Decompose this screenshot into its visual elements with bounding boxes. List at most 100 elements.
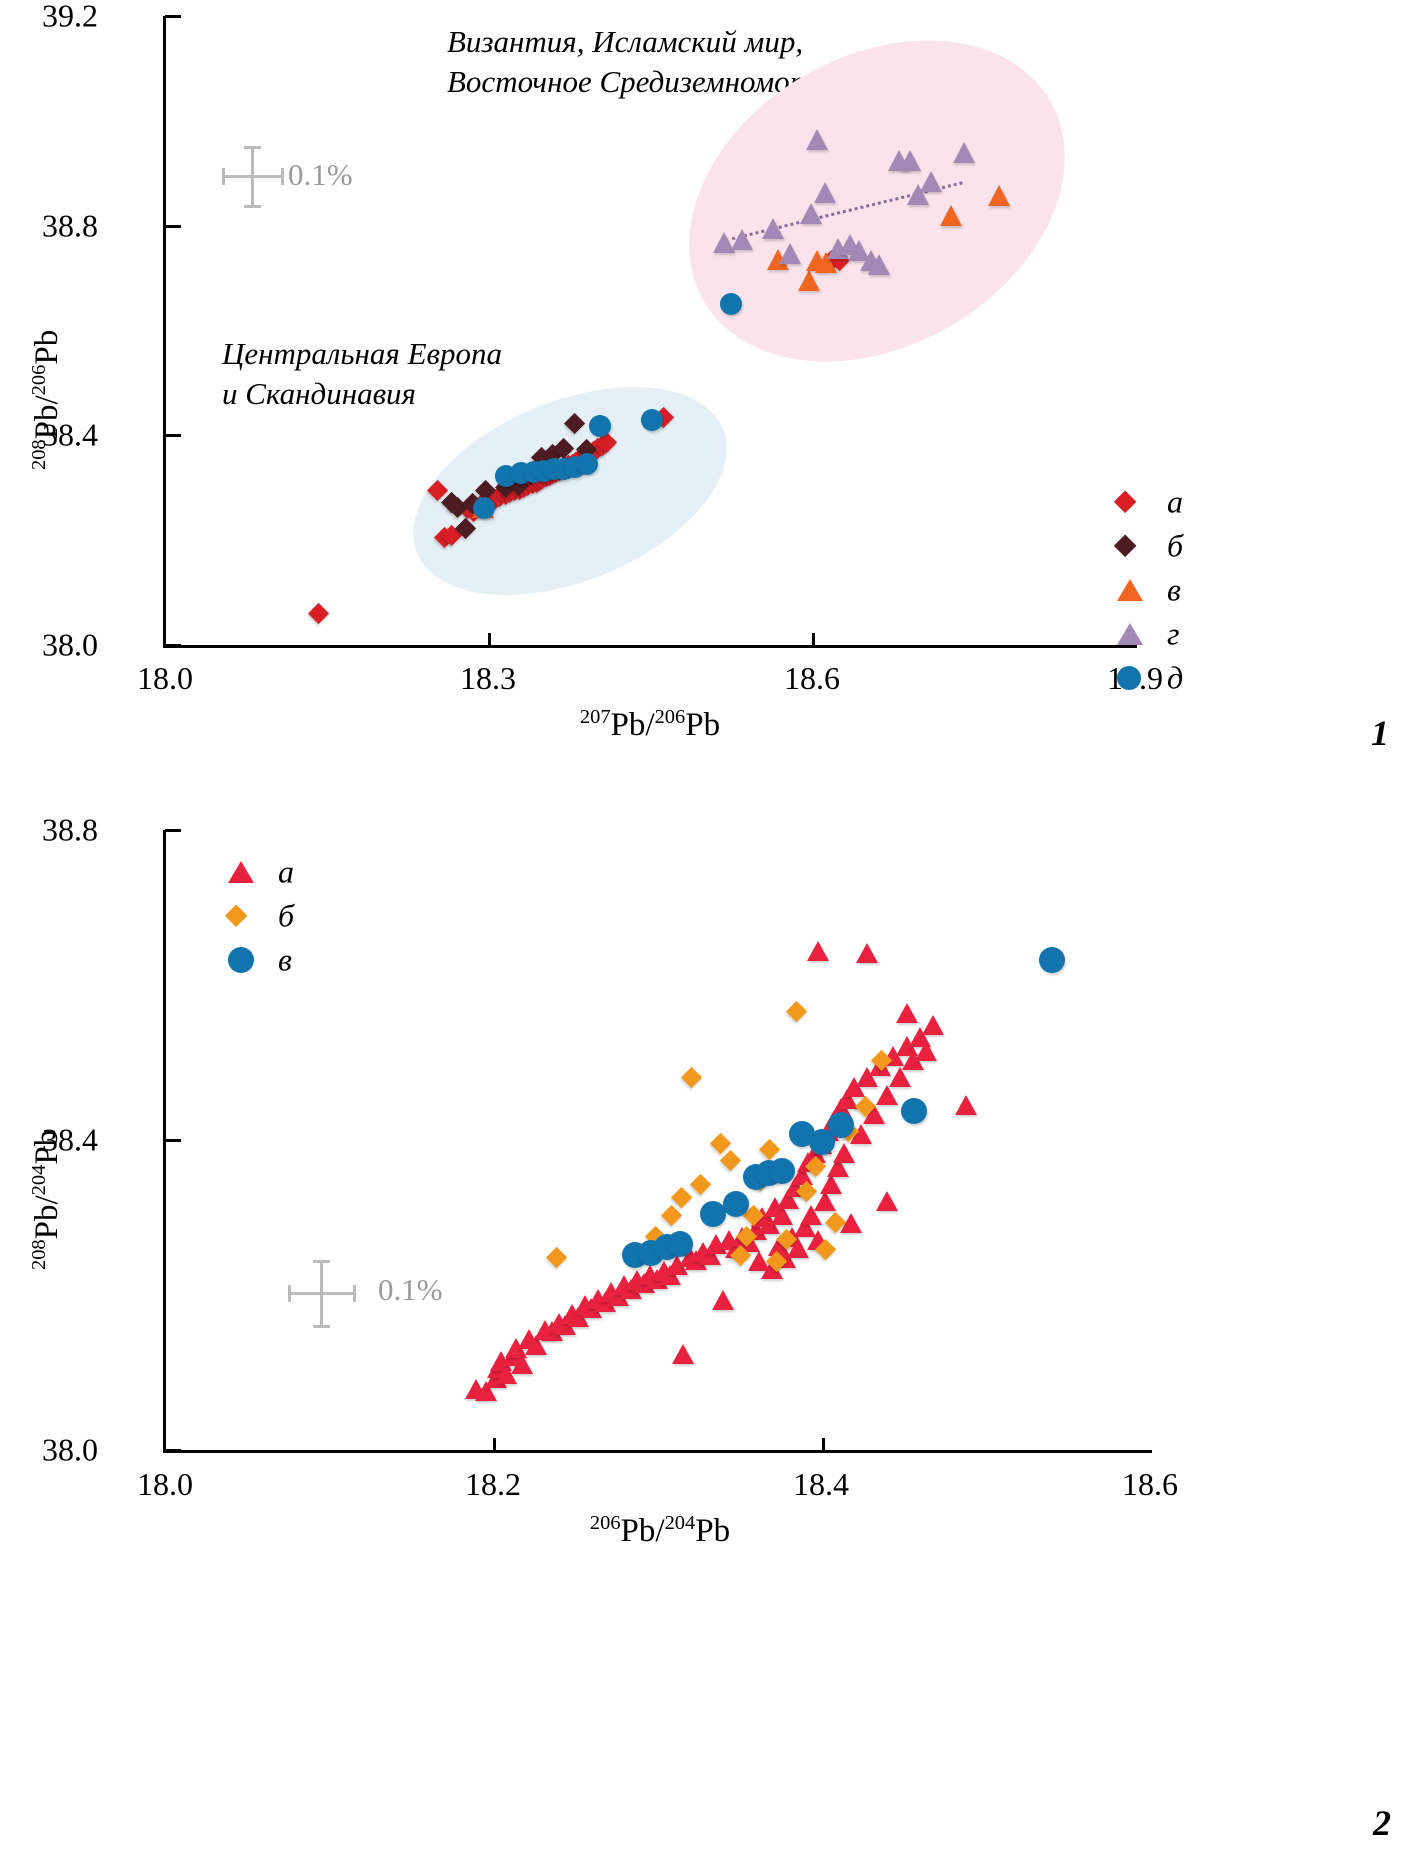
data-point-circle (723, 1190, 750, 1217)
legend-diamond-icon (1113, 534, 1137, 558)
legend-triangle-icon (1117, 579, 1143, 601)
error-cross-2 (288, 1260, 356, 1328)
legend-1-item-а[interactable]: а (1113, 480, 1257, 524)
data-point-triangle (813, 1191, 836, 1211)
legend-label: а (1167, 483, 1183, 520)
x-tick-label-2-0: 18.0 (137, 1466, 193, 1502)
data-point-triangle (820, 1173, 843, 1194)
data-point-triangle (779, 242, 802, 264)
y-tick (165, 644, 181, 647)
data-point-triangle (875, 1084, 898, 1105)
legend-1-item-д[interactable]: д (1117, 656, 1257, 700)
legend-label: в (278, 941, 292, 978)
data-point-diamond (308, 603, 330, 625)
data-point-triangle (672, 1344, 695, 1365)
legend-label: б (1167, 527, 1184, 564)
central-europe-label-line1: Центральная Европа (222, 336, 502, 371)
data-point-triangle (833, 1142, 856, 1163)
x-tick (493, 1438, 497, 1452)
legend-diamond-icon (1113, 490, 1137, 514)
legend-1-item-г[interactable]: г (1117, 612, 1257, 656)
panel-1: Византия, Исламский мир, Восточное Среди… (0, 0, 1416, 790)
data-point-triangle (806, 941, 829, 962)
x-tick (821, 1438, 825, 1452)
y-tick (165, 434, 181, 438)
central-europe-label-line2: и Скандинавия (222, 376, 416, 412)
data-point-circle (473, 496, 496, 519)
data-point-circle (719, 293, 742, 316)
y-tick-label-2-2: 38.8 (42, 811, 98, 848)
data-point-triangle (939, 204, 962, 226)
legend-label: д (1167, 659, 1184, 696)
data-point-triangle (770, 1204, 793, 1225)
y-axis-title-1: 208Pb/206Pb (28, 329, 65, 470)
legend-label: а (278, 853, 294, 890)
error-label-2: 0.1% (378, 1272, 443, 1307)
data-point-triangle (797, 270, 820, 292)
data-point-diamond (660, 1204, 683, 1226)
legend-1-item-в[interactable]: в (1117, 568, 1257, 612)
data-point-diamond (785, 1001, 808, 1023)
legend-2-item-в[interactable]: в (228, 938, 368, 982)
data-point-circle (700, 1201, 727, 1228)
data-point-triangle (711, 1290, 734, 1311)
byzantium-label-line2: Восточное Средиземноморье (447, 64, 834, 100)
x-tick-label-1-0: 18.0 (137, 660, 193, 696)
x-axis-2 (163, 1450, 1152, 1453)
x-tick (488, 633, 492, 647)
y-tick (165, 829, 181, 832)
data-point-triangle (799, 203, 822, 225)
legend-label: в (1167, 571, 1181, 608)
data-point-triangle (915, 1040, 938, 1061)
byzantium-label-line1: Византия, Исламский мир, (447, 24, 804, 59)
x-tick-label-1-2: 18.6 (784, 660, 840, 696)
data-point-triangle (898, 149, 921, 171)
x-tick-label-2-3: 18.6 (1122, 1466, 1178, 1502)
data-point-triangle (920, 170, 943, 192)
data-point-circle (769, 1158, 796, 1184)
data-point-triangle (856, 943, 879, 963)
legend-diamond-icon (224, 904, 248, 928)
data-point-circle (641, 408, 664, 431)
x-tick (811, 633, 815, 647)
figure-number-2: 2 (1373, 1803, 1391, 1843)
y-tick (165, 15, 181, 18)
error-label-1: 0.1% (288, 157, 353, 192)
y-tick (165, 224, 181, 228)
central-europe-label: Центральная Европа и Скандинавия (222, 334, 502, 415)
x-tick-label-2-2: 18.4 (793, 1466, 849, 1502)
plot-area-1 (165, 0, 1135, 645)
data-point-circle (576, 452, 599, 475)
y-tick-label-1-1: 38.4 (42, 416, 98, 453)
x-axis-title-1: 207Pb/206Pb (579, 706, 721, 743)
legend-label: г (1167, 615, 1180, 652)
data-point-triangle (988, 185, 1011, 207)
data-point-diamond (719, 1150, 742, 1172)
y-tick (165, 1139, 181, 1142)
legend-2-item-а[interactable]: а (228, 850, 368, 894)
y-tick (165, 1449, 181, 1452)
data-point-diamond (680, 1066, 702, 1088)
byzantium-label: Византия, Исламский мир, Восточное Среди… (447, 22, 833, 103)
x-axis-1 (163, 645, 1137, 648)
y-axis-title-2: 208Pb/204Pb (28, 1129, 65, 1270)
figure-number-1: 1 (1371, 713, 1389, 753)
data-point-triangle (806, 128, 829, 150)
data-point-circle (589, 414, 612, 437)
data-point-triangle (730, 229, 753, 251)
data-point-triangle (889, 1067, 912, 1087)
y-axis-2 (163, 830, 166, 1453)
data-point-diamond (759, 1138, 781, 1160)
y-tick-label-2-1: 38.4 (42, 1121, 98, 1158)
legend-triangle-icon (228, 861, 254, 883)
data-point-diamond (670, 1187, 693, 1209)
legend-2-item-б[interactable]: б (224, 894, 368, 938)
legend-triangle-icon (1117, 623, 1143, 645)
y-tick-label-1-3: 39.2 (42, 0, 98, 34)
x-axis-title-2: 206Pb/204Pb (589, 1512, 731, 1549)
data-point-triangle (952, 141, 975, 163)
y-tick-label-1-0: 38.0 (42, 626, 98, 663)
legend-1-item-б[interactable]: б (1113, 524, 1257, 568)
data-point-triangle (895, 1003, 918, 1024)
